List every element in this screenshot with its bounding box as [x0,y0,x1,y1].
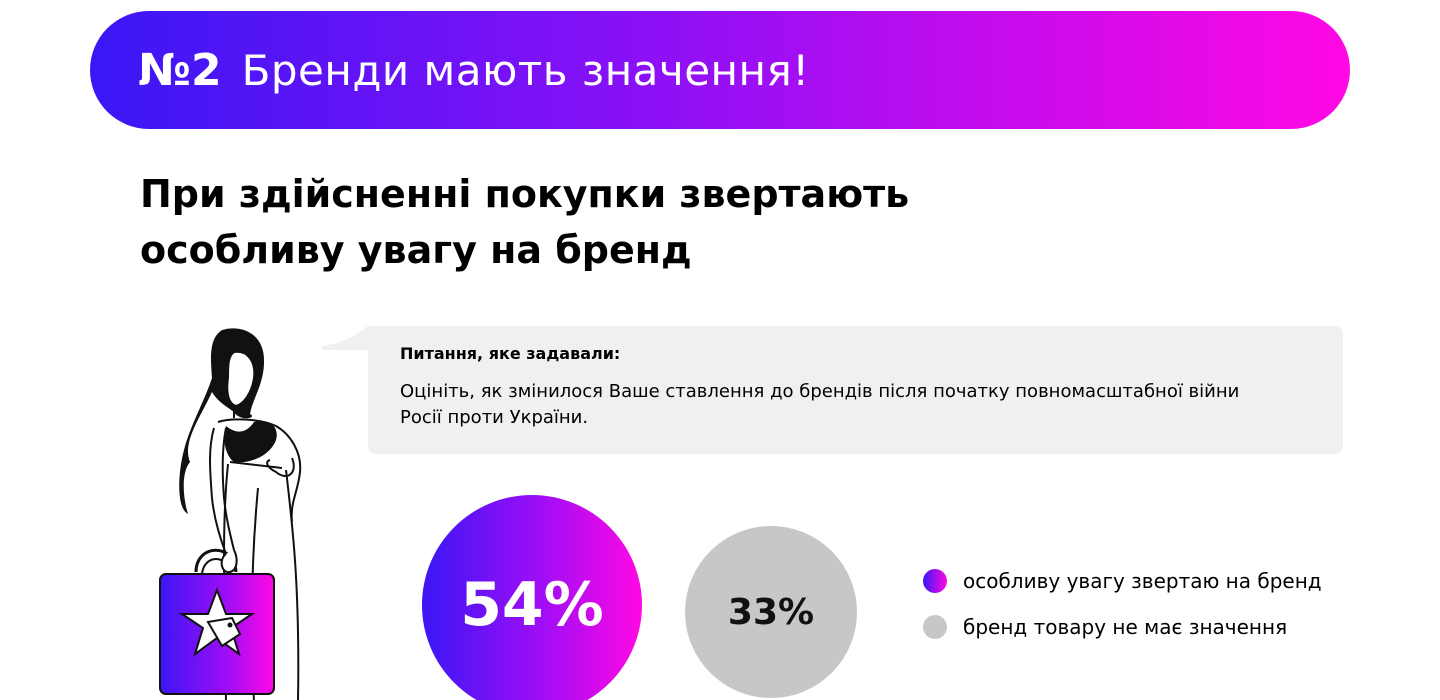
data-label-33: 33% [727,591,815,633]
section-number: №2 [138,44,222,96]
banner-title: Бренди мають значення! [241,45,810,95]
question-text: Оцініть, як змінилося Ваше ставлення до … [400,381,1240,428]
question-panel: Питання, яке задавали: Оцініть, як зміни… [368,326,1343,454]
legend-label-brand-irrelevant: бренд товару не має значення [963,615,1288,639]
headline-line-2: особливу увагу на бренд [140,228,692,272]
legend-item-brand-matters: особливу увагу звертаю на бренд [923,558,1322,604]
chart-legend: особливу увагу звертаю на бренд бренд то… [923,558,1322,650]
chart-slice-brand-matters: 54% [422,495,642,700]
legend-swatch-gray [923,615,947,639]
page-headline: При здійсненні покупки звертають особлив… [140,166,1040,278]
legend-swatch-gradient [923,569,947,593]
legend-label-brand-matters: особливу увагу звертаю на бренд [963,569,1322,593]
legend-item-brand-irrelevant: бренд товару не має значення [923,604,1322,650]
question-label: Питання, яке задавали: [400,344,621,363]
woman-with-shopping-bag-illustration [159,328,302,700]
speech-bubble-tail [322,326,372,350]
headline-line-1: При здійсненні покупки звертають [140,172,910,216]
chart-slice-brand-irrelevant: 33% [685,526,857,698]
title-banner: №2 Бренди мають значення! [90,11,1350,129]
data-label-54: 54% [460,570,604,640]
